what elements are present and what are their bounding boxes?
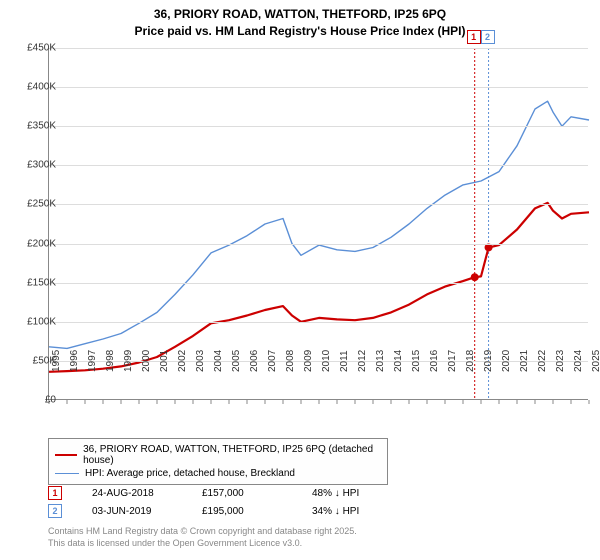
chart-plot-area	[48, 48, 588, 400]
legend: 36, PRIORY ROAD, WATTON, THETFORD, IP25 …	[48, 438, 388, 485]
transaction-date: 24-AUG-2018	[92, 488, 172, 499]
legend-swatch	[55, 473, 79, 474]
x-axis-label: 2018	[465, 350, 476, 372]
transaction-row: 2 03-JUN-2019 £195,000 34% ↓ HPI	[48, 502, 392, 520]
x-axis-label: 2023	[555, 350, 566, 372]
x-axis-label: 2007	[267, 350, 278, 372]
x-axis-label: 2003	[195, 350, 206, 372]
x-axis-label: 2001	[159, 350, 170, 372]
chart-title: 36, PRIORY ROAD, WATTON, THETFORD, IP25 …	[0, 0, 600, 40]
transaction-price: £157,000	[202, 488, 282, 499]
gridline	[49, 126, 588, 127]
series-price_paid	[49, 203, 589, 372]
sale-marker-badge: 2	[481, 30, 495, 44]
transaction-badge: 2	[48, 504, 62, 518]
x-axis-label: 2010	[321, 350, 332, 372]
gridline	[49, 204, 588, 205]
gridline	[49, 244, 588, 245]
transaction-price: £195,000	[202, 506, 282, 517]
x-axis-label: 2006	[249, 350, 260, 372]
y-axis-label: £400K	[27, 82, 56, 93]
gridline	[49, 283, 588, 284]
sale-dot	[485, 243, 493, 251]
gridline	[49, 322, 588, 323]
x-axis-label: 1999	[123, 350, 134, 372]
x-axis-label: 2005	[231, 350, 242, 372]
transaction-delta: 48% ↓ HPI	[312, 488, 392, 499]
y-axis-label: £200K	[27, 238, 56, 249]
x-axis-label: 2019	[483, 350, 494, 372]
x-axis-label: 2021	[519, 350, 530, 372]
y-axis-label: £350K	[27, 121, 56, 132]
transaction-badge: 1	[48, 486, 62, 500]
transaction-delta: 34% ↓ HPI	[312, 506, 392, 517]
x-axis-label: 2004	[213, 350, 224, 372]
x-axis-label: 2025	[591, 350, 600, 372]
gridline	[49, 87, 588, 88]
x-axis-label: 1995	[51, 350, 62, 372]
x-axis-label: 2020	[501, 350, 512, 372]
x-axis-label: 2000	[141, 350, 152, 372]
footer-line2: This data is licensed under the Open Gov…	[48, 538, 357, 550]
y-axis-label: £0	[45, 395, 56, 406]
legend-row: 36, PRIORY ROAD, WATTON, THETFORD, IP25 …	[55, 443, 381, 467]
gridline	[49, 48, 588, 49]
x-axis-label: 1997	[87, 350, 98, 372]
x-axis-label: 2013	[375, 350, 386, 372]
x-axis-label: 2016	[429, 350, 440, 372]
x-axis-label: 2015	[411, 350, 422, 372]
legend-label: HPI: Average price, detached house, Brec…	[85, 468, 295, 479]
transaction-table: 1 24-AUG-2018 £157,000 48% ↓ HPI 2 03-JUN-201…	[48, 484, 392, 520]
transaction-date: 03-JUN-2019	[92, 506, 172, 517]
sale-dot	[471, 273, 479, 281]
legend-row: HPI: Average price, detached house, Brec…	[55, 467, 381, 480]
y-axis-label: £450K	[27, 43, 56, 54]
gridline	[49, 165, 588, 166]
x-axis-label: 2017	[447, 350, 458, 372]
title-line1: 36, PRIORY ROAD, WATTON, THETFORD, IP25 …	[0, 6, 600, 23]
y-axis-label: £100K	[27, 316, 56, 327]
sale-marker-badge: 1	[467, 30, 481, 44]
y-axis-label: £300K	[27, 160, 56, 171]
x-axis-label: 2008	[285, 350, 296, 372]
y-axis-label: £250K	[27, 199, 56, 210]
footer-line1: Contains HM Land Registry data © Crown c…	[48, 526, 357, 538]
x-axis-label: 2009	[303, 350, 314, 372]
x-axis-label: 2012	[357, 350, 368, 372]
legend-label: 36, PRIORY ROAD, WATTON, THETFORD, IP25 …	[83, 444, 381, 466]
transaction-row: 1 24-AUG-2018 £157,000 48% ↓ HPI	[48, 484, 392, 502]
footer-attribution: Contains HM Land Registry data © Crown c…	[48, 526, 357, 549]
x-axis-label: 2014	[393, 350, 404, 372]
chart-svg	[49, 48, 589, 400]
title-line2: Price paid vs. HM Land Registry's House …	[0, 23, 600, 40]
x-axis-label: 1996	[69, 350, 80, 372]
x-axis-label: 2022	[537, 350, 548, 372]
x-axis-label: 2024	[573, 350, 584, 372]
x-axis-label: 2011	[339, 350, 350, 372]
y-axis-label: £150K	[27, 277, 56, 288]
series-hpi	[49, 101, 589, 348]
x-axis-label: 2002	[177, 350, 188, 372]
legend-swatch	[55, 454, 77, 456]
x-axis-label: 1998	[105, 350, 116, 372]
